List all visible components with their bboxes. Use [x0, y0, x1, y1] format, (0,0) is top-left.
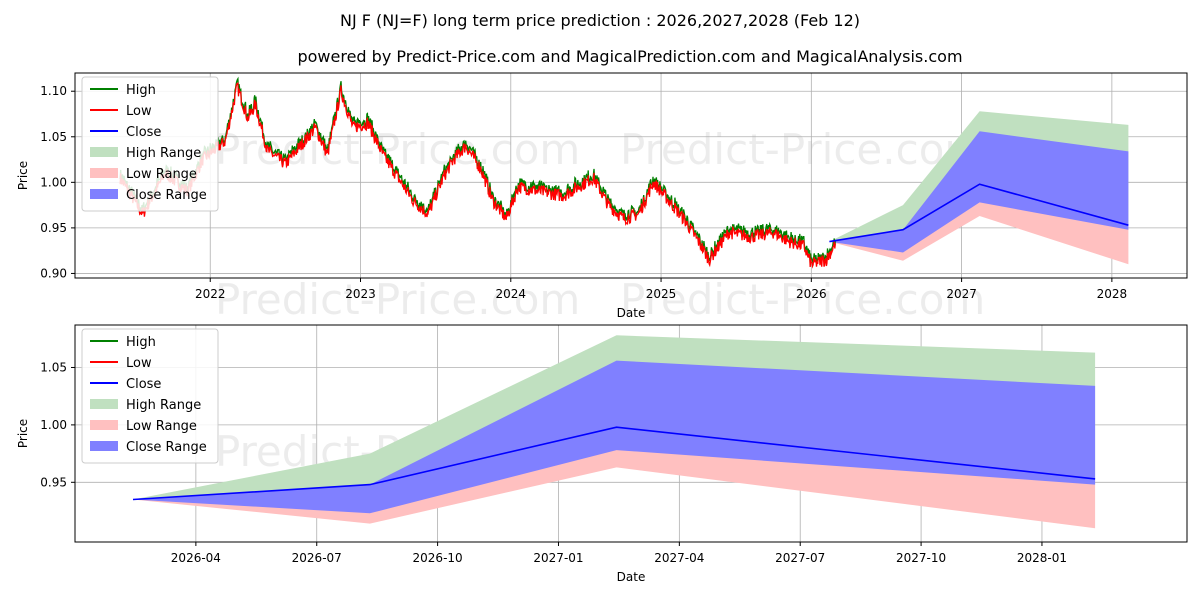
legend-swatch-low-range	[90, 168, 118, 178]
legend-swatch-high-range	[90, 399, 118, 409]
legend-label-low: Low	[126, 104, 152, 119]
y-axis-label: Price	[16, 419, 30, 448]
close-range-band	[829, 131, 1129, 253]
legend-swatch-close-range	[90, 189, 118, 199]
x-tick-label: 2026	[796, 287, 827, 301]
legend-swatch-high-range	[90, 147, 118, 157]
legend-swatch-low-range	[90, 420, 118, 430]
y-tick-label: 1.05	[40, 130, 67, 144]
y-axis-label: Price	[16, 161, 30, 190]
legend-label-high-range: High Range	[126, 398, 201, 413]
watermark-left: Predict-Price.com	[215, 275, 580, 324]
close-forecast-line	[132, 426, 1096, 501]
high-price-line	[119, 76, 837, 265]
x-tick-label: 2022	[195, 287, 226, 301]
forecast-zoom-panel: Predict-Price.comPredict-Price.com2026-0…	[16, 324, 1188, 584]
long-term-panel: Predict-Price.com Predict-Price.com Predic…	[16, 72, 1188, 324]
close-range-band	[133, 360, 1096, 514]
x-axis-label: Date	[617, 570, 646, 584]
y-tick-label: 1.05	[40, 360, 67, 374]
chart-subtitle: powered by Predict-Price.com and Magical…	[297, 47, 962, 66]
x-tick-label: 2025	[646, 287, 677, 301]
chart-title: NJ F (NJ=F) long term price prediction :…	[340, 11, 860, 30]
plot-area	[132, 335, 1096, 529]
legend: High Low Close High Range Low Range Close Ran…	[81, 328, 219, 464]
y-tick-label: 1.10	[40, 84, 67, 98]
x-tick-label: 2027-10	[896, 551, 946, 565]
x-tick-label: 2026-07	[292, 551, 342, 565]
x-tick-label: 2027-04	[654, 551, 704, 565]
close-forecast-line	[829, 183, 1129, 243]
x-tick-label: 2027-07	[775, 551, 825, 565]
x-tick-label: 2026-10	[413, 551, 463, 565]
watermark-right: Predict-Price.com	[620, 125, 985, 174]
watermark-right: Predict-Price.com	[620, 275, 985, 324]
y-tick-label: 0.95	[40, 475, 67, 489]
legend-label-high: High	[126, 335, 156, 350]
legend-label-low-range: Low Range	[126, 167, 197, 182]
legend-label-low: Low	[126, 356, 152, 371]
x-tick-label: 2024	[496, 287, 527, 301]
legend-label-high: High	[126, 83, 156, 98]
y-tick-label: 0.90	[40, 266, 67, 280]
axes-frame	[74, 72, 1188, 279]
legend-label-close: Close	[126, 125, 161, 140]
legend-swatch-close-range	[90, 441, 118, 451]
y-tick-label: 0.95	[40, 221, 67, 235]
x-axis-label: Date	[617, 306, 646, 320]
legend-label-close-range: Close Range	[126, 440, 207, 455]
x-tick-label: 2028	[1097, 287, 1128, 301]
legend-label-high-range: High Range	[126, 146, 201, 161]
x-tick-label: 2027	[946, 287, 977, 301]
legend-label-close: Close	[126, 377, 161, 392]
x-tick-label: 2026-04	[171, 551, 221, 565]
legend-label-close-range: Close Range	[126, 188, 207, 203]
y-tick-label: 1.00	[40, 175, 67, 189]
legend: High Low Close High Range Low Range Close Ran…	[81, 76, 219, 212]
x-tick-label: 2028-01	[1017, 551, 1067, 565]
x-tick-label: 2027-01	[533, 551, 583, 565]
legend-label-low-range: Low Range	[126, 419, 197, 434]
axes-frame	[74, 324, 1188, 543]
y-tick-label: 1.00	[40, 418, 67, 432]
plot-area	[119, 76, 1129, 269]
low-price-line	[119, 82, 837, 269]
x-tick-label: 2023	[345, 287, 376, 301]
